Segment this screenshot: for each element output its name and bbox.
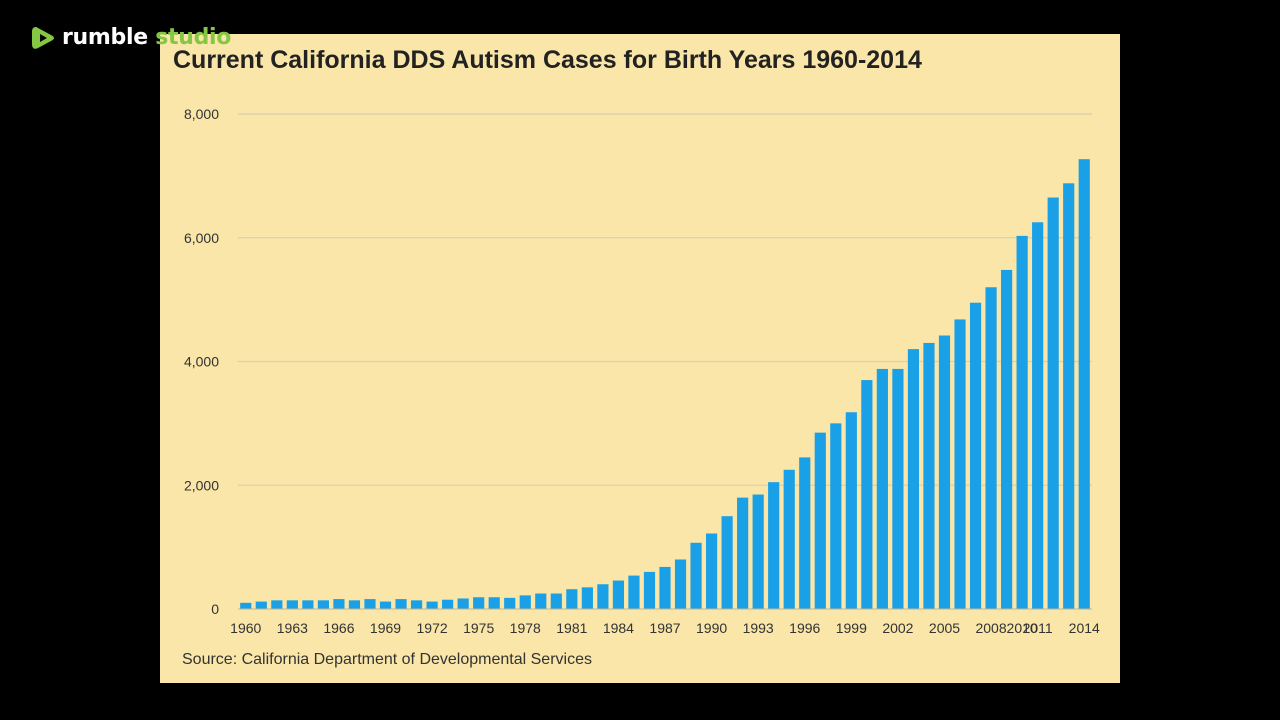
- bar-1976: [488, 597, 500, 609]
- watermark-brand-word: rumble: [62, 25, 148, 50]
- bar-2000: [861, 380, 873, 609]
- x-tick-label: 1972: [417, 620, 448, 636]
- chart-title: Current California DDS Autism Cases for …: [173, 46, 922, 74]
- x-tick-label: 1960: [230, 620, 261, 636]
- bar-2009: [1001, 269, 1013, 609]
- bar-2005: [938, 335, 951, 609]
- x-tick-label: 1984: [603, 620, 634, 636]
- y-tick-label: 6,000: [184, 230, 219, 246]
- bar-1977: [504, 597, 516, 609]
- rumble-studio-watermark: rumble studio: [30, 24, 231, 52]
- bar-1972: [426, 601, 438, 609]
- bar-1978: [519, 595, 531, 609]
- bar-1963: [286, 600, 298, 609]
- bar-1992: [737, 497, 749, 609]
- bar-2002: [892, 368, 904, 609]
- bar-1989: [690, 542, 702, 609]
- y-tick-label: 4,000: [184, 354, 219, 370]
- bar-1974: [457, 598, 469, 609]
- watermark-wordmark: rumble studio: [62, 24, 231, 52]
- chart-panel: Current California DDS Autism Cases for …: [160, 34, 1120, 683]
- bar-2011: [1032, 222, 1044, 609]
- bar-1996: [799, 457, 811, 609]
- x-tick-label: 1999: [836, 620, 867, 636]
- bar-2014: [1078, 159, 1090, 609]
- bar-1968: [364, 599, 376, 609]
- x-tick-label: 1993: [743, 620, 774, 636]
- x-tick-label: 2002: [882, 620, 913, 636]
- x-tick-label: 1966: [323, 620, 354, 636]
- y-tick-label: 2,000: [184, 477, 219, 493]
- bar-1979: [535, 593, 547, 609]
- bar-1988: [674, 559, 687, 609]
- bar-1999: [845, 412, 857, 609]
- x-tick-label: 1975: [463, 620, 494, 636]
- bar-2007: [969, 302, 982, 609]
- bar-1986: [643, 571, 656, 609]
- bar-1964: [302, 600, 314, 609]
- bar-1998: [830, 423, 842, 609]
- x-tick-label: 2014: [1069, 620, 1100, 636]
- x-tick-label: 1978: [510, 620, 541, 636]
- bar-1997: [814, 432, 826, 609]
- x-tick-label: 2011: [1023, 620, 1053, 636]
- bar-2004: [923, 342, 935, 609]
- x-tick-label: 2008: [975, 620, 1006, 636]
- x-tick-label: 1987: [649, 620, 680, 636]
- bar-2010: [1016, 235, 1028, 610]
- bar-1971: [410, 600, 423, 609]
- bar-2008: [985, 287, 997, 609]
- bar-2001: [876, 368, 888, 609]
- x-tick-label: 1981: [556, 620, 587, 636]
- bar-1990: [705, 533, 718, 609]
- bar-1970: [395, 599, 407, 609]
- chart-source: Source: California Department of Develop…: [182, 651, 592, 668]
- bar-1973: [442, 599, 454, 609]
- bar-1993: [752, 494, 764, 609]
- bar-chart: 0 2,000 4,000 6,000 8,000 1960 1963 1966 1969 197…: [184, 106, 1100, 636]
- bar-1967: [348, 600, 361, 609]
- x-tick-label: 1996: [789, 620, 820, 636]
- x-tick-label: 2010: [1007, 620, 1038, 636]
- bar-1985: [628, 575, 640, 609]
- bar-1962: [271, 600, 283, 609]
- bar-1982: [581, 587, 593, 609]
- bar-1969: [379, 601, 392, 609]
- bar-1965: [317, 600, 329, 609]
- x-tick-label: 1963: [277, 620, 308, 636]
- bar-1987: [659, 566, 671, 609]
- bar-1966: [333, 599, 345, 609]
- x-tick-label: 2005: [929, 620, 960, 636]
- bar-1991: [721, 516, 733, 609]
- bar-2012: [1047, 197, 1059, 609]
- x-tick-label: 1990: [696, 620, 727, 636]
- bar-1975: [473, 597, 485, 609]
- bar-2013: [1063, 183, 1075, 610]
- bar-1980: [550, 593, 562, 609]
- bar-1995: [783, 469, 795, 609]
- bar-1960: [240, 602, 252, 609]
- bar-1994: [768, 482, 780, 609]
- rumble-play-icon: [32, 27, 54, 49]
- x-tick-label: 1969: [370, 620, 401, 636]
- y-tick-label: 0: [211, 601, 219, 617]
- bar-2006: [954, 319, 966, 609]
- y-tick-label: 8,000: [184, 106, 219, 122]
- bar-1961: [255, 601, 267, 609]
- bar-1984: [612, 580, 625, 609]
- watermark-product-word: studio: [155, 25, 232, 50]
- bar-1983: [597, 584, 609, 609]
- bar-1981: [566, 589, 578, 609]
- bar-2003: [907, 349, 920, 609]
